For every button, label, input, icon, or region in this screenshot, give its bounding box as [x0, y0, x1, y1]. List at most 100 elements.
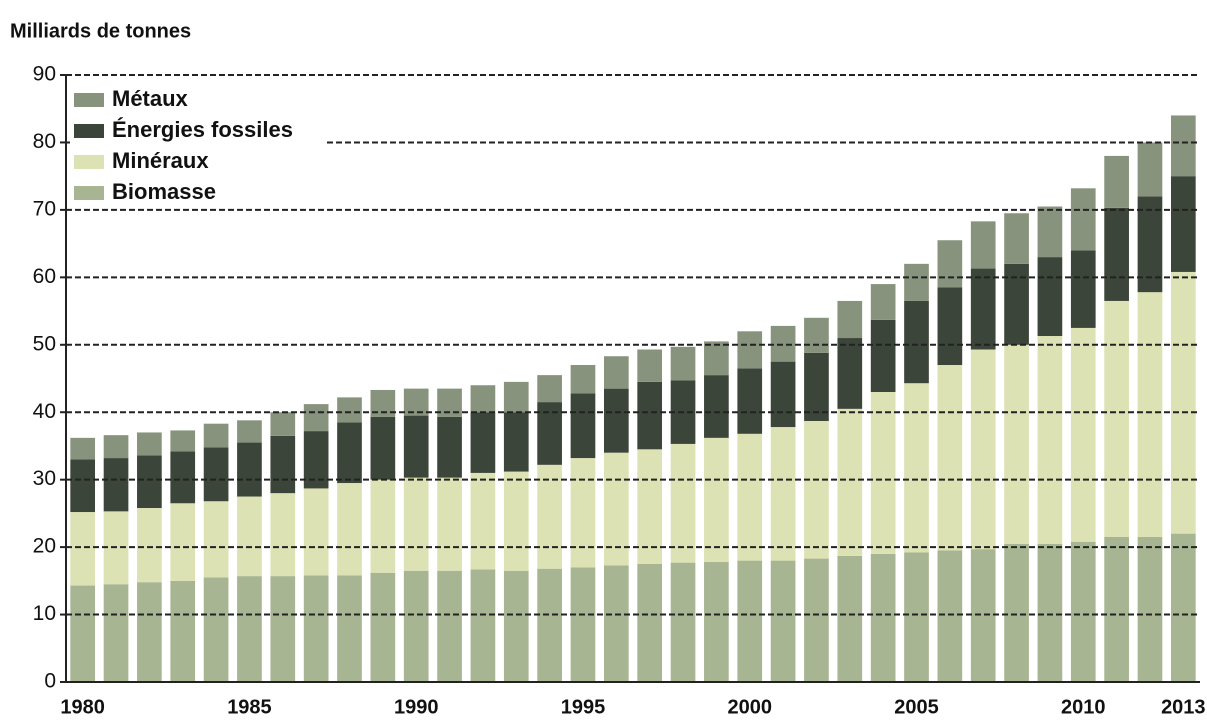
bar-segment	[804, 352, 829, 421]
bar-segment	[137, 582, 162, 682]
bar-segment	[770, 325, 796, 362]
legend-background	[70, 82, 325, 202]
bar-segment	[870, 391, 896, 554]
y-axis-label: Milliards de tonnes	[10, 20, 191, 42]
bar-segment	[804, 317, 829, 353]
bar-segment	[670, 562, 696, 682]
bar-segment	[437, 570, 462, 682]
bar-segment	[503, 381, 529, 413]
bar-segment	[270, 493, 296, 577]
bar-segment	[970, 549, 996, 682]
bar-segment	[270, 435, 296, 494]
bar-segment	[203, 423, 229, 448]
bar-segment	[603, 565, 629, 682]
bar-segment	[437, 477, 462, 571]
bar-segment	[503, 412, 529, 472]
y-tick-label: 80	[33, 130, 56, 153]
bar-segment	[1037, 336, 1063, 544]
bar-segment	[1104, 207, 1129, 301]
bar-segment	[1104, 300, 1129, 537]
bar-segment	[737, 433, 763, 561]
bar-segment	[137, 432, 162, 456]
x-tick-label: 2010	[1061, 696, 1106, 718]
bar-segment	[1004, 263, 1029, 345]
bar-segment	[537, 568, 562, 682]
bar-segment	[570, 458, 596, 568]
bar-segment	[637, 381, 663, 450]
bar-segment	[537, 464, 562, 569]
bar-segment	[303, 404, 329, 432]
bar-segment	[770, 361, 796, 428]
bar-segment	[437, 416, 462, 478]
bar-segment	[370, 416, 396, 480]
bar-segment	[737, 560, 763, 682]
bar-segment	[1070, 188, 1096, 251]
x-tick-label: 2005	[894, 696, 939, 718]
bar-segment	[403, 388, 429, 416]
bar-segment	[1037, 257, 1063, 337]
bar-segment	[1004, 213, 1029, 264]
bar-segment	[1137, 536, 1163, 682]
bar-segment	[904, 300, 929, 384]
legend-label: Minéraux	[112, 148, 209, 173]
bar-segment	[737, 368, 763, 434]
bar-segment	[270, 412, 296, 436]
bar-segment	[337, 422, 362, 484]
bar-segment	[1170, 115, 1196, 177]
bar-segment	[203, 447, 229, 502]
bar-segment	[1037, 206, 1063, 258]
bar-segment	[837, 300, 863, 339]
bar-segment	[403, 477, 429, 571]
bar-segment	[904, 383, 929, 553]
bar-segment	[1070, 250, 1096, 328]
bar-segment	[603, 388, 629, 453]
bar-segment	[337, 575, 362, 682]
y-tick-label: 70	[33, 197, 56, 220]
bar-segment	[1104, 536, 1129, 682]
bar-segment	[870, 284, 896, 320]
bar-segment	[603, 452, 629, 566]
legend-swatch	[74, 186, 104, 200]
bar-segment	[370, 572, 396, 682]
x-tick-label: 1980	[60, 696, 105, 718]
x-tick-label: 1995	[561, 696, 606, 718]
bar-segment	[937, 287, 963, 366]
bar-segment	[837, 408, 863, 556]
x-tick-label: 2000	[727, 696, 772, 718]
bar-segment	[637, 563, 663, 682]
bar-segment	[603, 356, 629, 389]
bar-segment	[804, 558, 829, 682]
x-tick-label: 1990	[394, 696, 439, 718]
bar-segment	[137, 507, 162, 583]
y-tick-label: 0	[44, 670, 56, 693]
bar-segment	[870, 553, 896, 682]
bar-segment	[237, 420, 262, 443]
legend-swatch	[74, 155, 104, 169]
bar-segment	[937, 550, 963, 682]
bar-segment	[704, 561, 729, 682]
bar-segment	[270, 576, 296, 682]
bar-segment	[1070, 327, 1096, 542]
bar-segment	[637, 449, 663, 564]
bar-segment	[804, 420, 829, 559]
bar-segment	[1104, 155, 1129, 208]
bar-segment	[170, 580, 196, 682]
y-tick-label: 30	[33, 467, 56, 490]
bar-segment	[70, 437, 96, 460]
legend-label: Métaux	[112, 86, 189, 111]
bar-segment	[1070, 541, 1096, 682]
bar-segment	[403, 570, 429, 682]
bar-segment	[770, 427, 796, 561]
bar-segment	[1137, 142, 1163, 197]
bar-segment	[737, 331, 763, 369]
bar-segment	[470, 412, 496, 473]
bar-segment	[937, 240, 963, 288]
bar-segment	[337, 397, 362, 423]
bar-segment	[370, 479, 396, 573]
bar-segment	[970, 349, 996, 550]
bar-segment	[70, 512, 96, 586]
bar-segment	[1170, 271, 1196, 534]
bar-segment	[770, 560, 796, 682]
bar-segment	[303, 575, 329, 682]
